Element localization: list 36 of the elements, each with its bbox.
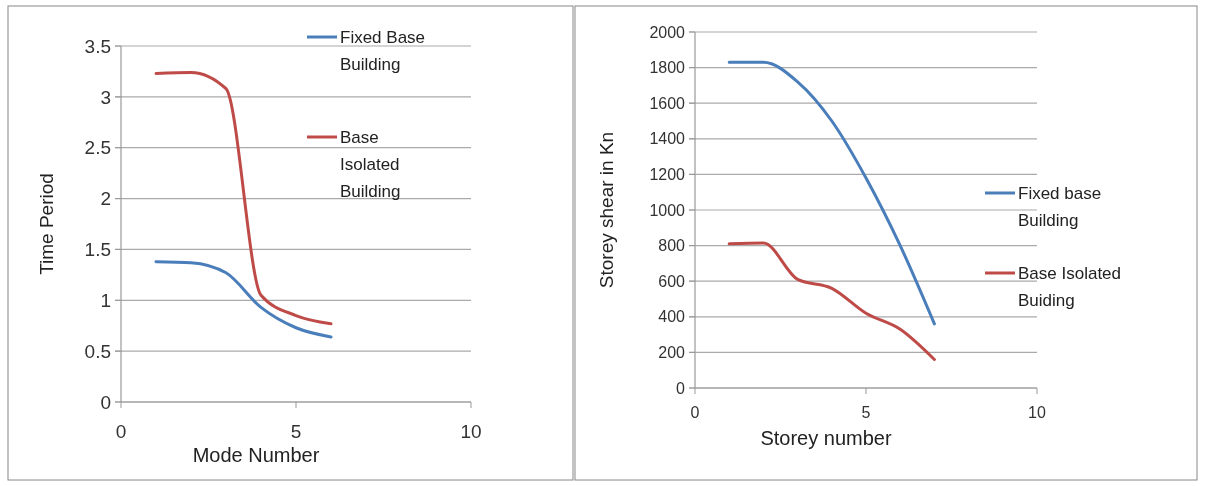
- y-axis-title: Storey shear in Kn: [596, 131, 618, 289]
- y-tick-label: 3.5: [84, 35, 111, 57]
- y-tick-label: 1000: [649, 201, 686, 219]
- y-tick-label: 600: [658, 272, 686, 290]
- x-tick-label: 10: [460, 421, 482, 442]
- y-tick-label: 400: [658, 308, 686, 326]
- x-tick-label: 10: [1028, 404, 1046, 421]
- y-tick-label: 2: [100, 188, 111, 210]
- x-tick-label: 0: [690, 404, 700, 421]
- y-tick-label: 0: [676, 379, 686, 397]
- y-tick-label: 2.5: [84, 137, 111, 159]
- legend-label: Fixed Base Building: [340, 27, 426, 75]
- y-tick-label: 2000: [649, 23, 686, 41]
- y-tick-label: 1.5: [84, 239, 111, 261]
- line-series: [727, 241, 936, 362]
- y-tick-label: 800: [658, 237, 686, 255]
- x-tick-label: 5: [290, 421, 302, 442]
- line-series: [727, 60, 936, 326]
- x-axis-title: Mode Number: [192, 444, 320, 466]
- legend-label: Base Isolated Building: [340, 127, 401, 202]
- y-tick-label: 0.5: [84, 340, 111, 362]
- legend-label: Fixed base Building: [1018, 183, 1102, 231]
- x-tick-label: 0: [115, 421, 127, 442]
- y-tick-label: 1400: [649, 130, 686, 148]
- y-tick-label: 1600: [649, 94, 686, 112]
- line-series: [154, 260, 333, 339]
- legend-label: Base Isolated Buiding: [1018, 263, 1122, 311]
- y-tick-label: 3: [100, 86, 111, 108]
- y-tick-label: 1200: [649, 166, 686, 183]
- y-tick-label: 200: [658, 344, 686, 361]
- y-axis-title: Time Period: [36, 173, 58, 275]
- x-tick-label: 5: [861, 404, 871, 421]
- line-series: [154, 70, 333, 326]
- x-axis-title: Storey number: [760, 427, 892, 449]
- y-tick-label: 1: [100, 289, 111, 311]
- y-tick-label: 1800: [649, 59, 686, 77]
